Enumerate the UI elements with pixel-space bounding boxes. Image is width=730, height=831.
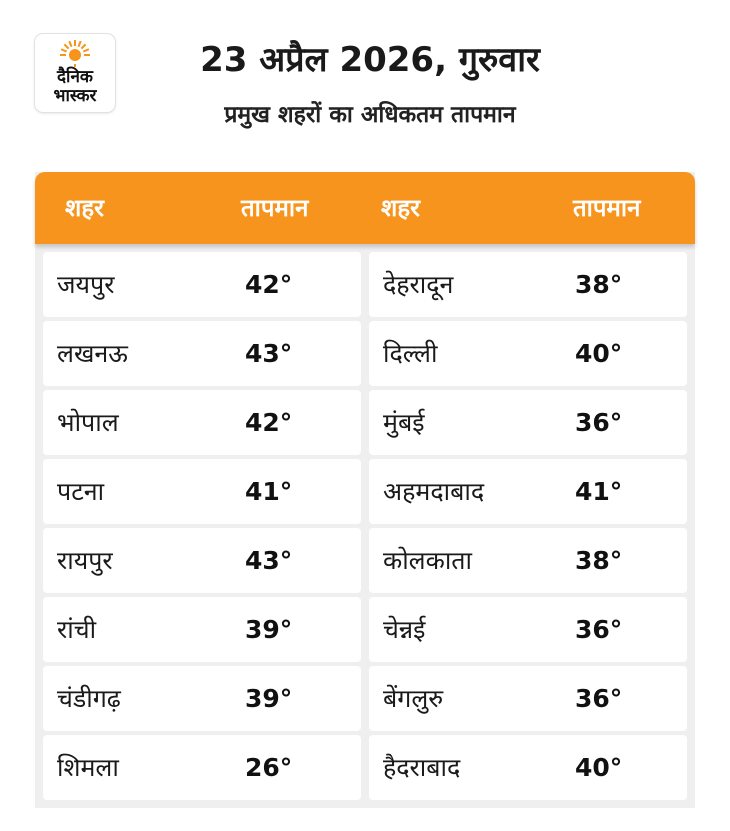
temperature-value: 39° bbox=[245, 615, 293, 644]
table-row: शिमला 26° हैदराबाद 40° bbox=[43, 735, 687, 800]
city-name: जयपुर bbox=[57, 270, 115, 299]
temperature-value: 41° bbox=[575, 477, 623, 506]
page-subtitle: प्रमुख शहरों का अधिकतम तापमान bbox=[224, 102, 516, 128]
temperature-value: 40° bbox=[575, 753, 623, 782]
city-name: दिल्ली bbox=[383, 339, 438, 368]
temperature-value: 43° bbox=[245, 546, 293, 575]
temperature-value: 41° bbox=[245, 477, 293, 506]
table-cell: रांची 39° bbox=[43, 597, 361, 662]
dainik-bhaskar-logo: दैनिक भास्कर bbox=[35, 34, 115, 112]
table-cell: हैदराबाद 40° bbox=[369, 735, 687, 800]
temperature-value: 26° bbox=[245, 753, 293, 782]
table-cell: पटना 41° bbox=[43, 459, 361, 524]
table-cell: मुंबई 36° bbox=[369, 390, 687, 455]
city-name: हैदराबाद bbox=[383, 753, 461, 782]
table-cell: शिमला 26° bbox=[43, 735, 361, 800]
temperature-value: 42° bbox=[245, 270, 293, 299]
table-cell: चंडीगढ़ 39° bbox=[43, 666, 361, 731]
column-header-temperature-1: तापमान bbox=[241, 194, 309, 222]
table-row: भोपाल 42° मुंबई 36° bbox=[43, 390, 687, 455]
city-name: पटना bbox=[57, 477, 105, 506]
city-name: अहमदाबाद bbox=[383, 477, 485, 506]
table-cell: बेंगलुरु 36° bbox=[369, 666, 687, 731]
table-row: पटना 41° अहमदाबाद 41° bbox=[43, 459, 687, 524]
table-row: रायपुर 43° कोलकाता 38° bbox=[43, 528, 687, 593]
table-cell: जयपुर 42° bbox=[43, 252, 361, 317]
table-row: लखनऊ 43° दिल्ली 40° bbox=[43, 321, 687, 386]
table-cell: कोलकाता 38° bbox=[369, 528, 687, 593]
table-cell: भोपाल 42° bbox=[43, 390, 361, 455]
table-header: शहर तापमान शहर तापमान bbox=[35, 172, 695, 244]
city-name: कोलकाता bbox=[383, 546, 473, 575]
city-name: भोपाल bbox=[57, 408, 119, 437]
city-name: मुंबई bbox=[383, 408, 425, 437]
city-name: शिमला bbox=[57, 753, 119, 782]
table-cell: रायपुर 43° bbox=[43, 528, 361, 593]
city-name: रायपुर bbox=[57, 546, 113, 575]
column-header-city-1: शहर bbox=[65, 194, 104, 222]
temperature-value: 36° bbox=[575, 684, 623, 713]
table-cell: चेन्नई 36° bbox=[369, 597, 687, 662]
temperature-value: 43° bbox=[245, 339, 293, 368]
temperature-value: 38° bbox=[575, 546, 623, 575]
table-cell: दिल्ली 40° bbox=[369, 321, 687, 386]
column-header-temperature-2: तापमान bbox=[573, 194, 641, 222]
table-cell: लखनऊ 43° bbox=[43, 321, 361, 386]
table-row: चंडीगढ़ 39° बेंगलुरु 36° bbox=[43, 666, 687, 731]
table-row: जयपुर 42° देहरादून 38° bbox=[43, 252, 687, 317]
temperature-value: 40° bbox=[575, 339, 623, 368]
table-row: रांची 39° चेन्नई 36° bbox=[43, 597, 687, 662]
city-name: लखनऊ bbox=[57, 339, 128, 368]
city-name: चेन्नई bbox=[383, 615, 426, 644]
city-name: रांची bbox=[57, 615, 97, 644]
logo-text-line2: भास्कर bbox=[53, 86, 97, 106]
city-name: बेंगलुरु bbox=[383, 684, 444, 713]
column-header-city-2: शहर bbox=[381, 194, 420, 222]
temperature-value: 36° bbox=[575, 615, 623, 644]
table-cell: अहमदाबाद 41° bbox=[369, 459, 687, 524]
temperature-value: 39° bbox=[245, 684, 293, 713]
temperature-value: 42° bbox=[245, 408, 293, 437]
temperature-table: शहर तापमान शहर तापमान जयपुर 42° देहरादून… bbox=[35, 172, 695, 808]
table-cell: देहरादून 38° bbox=[369, 252, 687, 317]
temperature-value: 36° bbox=[575, 408, 623, 437]
city-name: देहरादून bbox=[383, 270, 454, 299]
city-name: चंडीगढ़ bbox=[57, 684, 121, 713]
logo-text-line1: दैनिक bbox=[57, 67, 93, 87]
temperature-value: 38° bbox=[575, 270, 623, 299]
page-title: 23 अप्रैल 2026, गुरुवार bbox=[200, 40, 540, 80]
sun-icon bbox=[60, 40, 90, 67]
